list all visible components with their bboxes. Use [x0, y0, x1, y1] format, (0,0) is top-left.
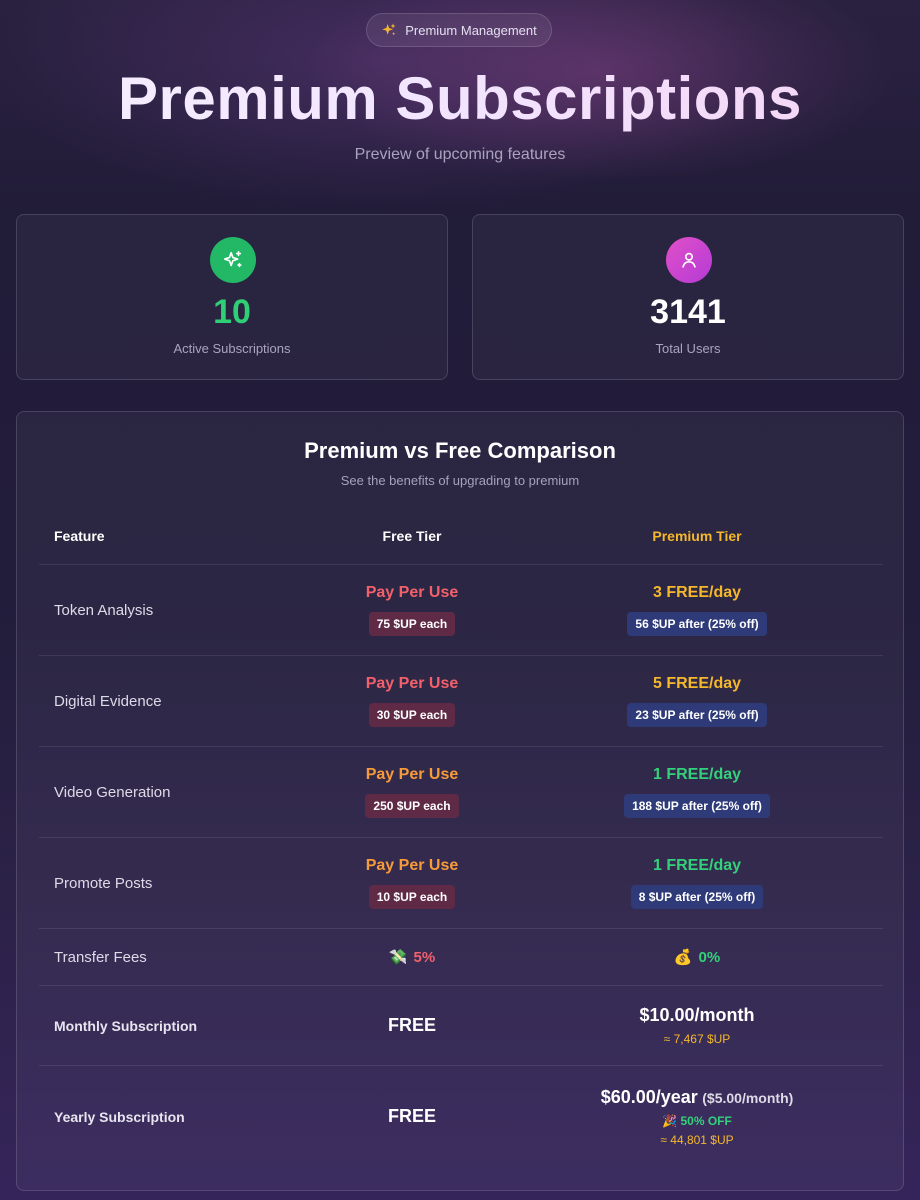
premium-tier-label: 3 FREE/day [652, 584, 742, 601]
free-tier-label: Pay Per Use [365, 766, 459, 783]
comparison-subtitle: See the benefits of upgrading to premium [340, 473, 580, 488]
table-row: Promote Posts Pay Per Use 10 $UP each 1 … [39, 838, 883, 929]
feature-name: Monthly Subscription [54, 1017, 198, 1034]
yearly-price-line: $60.00/year ($5.00/month) [601, 1087, 794, 1108]
premium-tier-price: 188 $UP after (25% off) [624, 794, 770, 818]
total-users-card: 3141 Total Users [472, 214, 904, 380]
page-title: Premium Subscriptions [0, 64, 920, 133]
free-tier-label: Pay Per Use [365, 584, 459, 601]
active-subscriptions-label: Active Subscriptions [173, 341, 291, 356]
comparison-table: Feature Free Tier Premium Tier Token Ana… [39, 508, 883, 1167]
table-row: Yearly Subscription FREE $60.00/year ($5… [39, 1066, 883, 1167]
premium-tier-label: 1 FREE/day [652, 766, 742, 783]
free-transfer-fee: 💸 5% [389, 948, 435, 966]
premium-management-badge: Premium Management [366, 13, 552, 47]
free-tier-label: Pay Per Use [365, 857, 459, 874]
yearly-per-month: ($5.00/month) [702, 1089, 794, 1106]
table-row: Video Generation Pay Per Use 250 $UP eac… [39, 747, 883, 838]
table-row: Monthly Subscription FREE $10.00/month ≈… [39, 986, 883, 1066]
feature-name: Digital Evidence [54, 692, 162, 710]
column-header-feature: Feature [54, 528, 105, 544]
free-tier-monthly: FREE [387, 1015, 436, 1035]
money-bag-icon: 💰 [673, 948, 693, 966]
party-popper-icon: 🎉 [662, 1113, 678, 1128]
column-header-premium: Premium Tier [652, 528, 742, 544]
total-users-label: Total Users [655, 341, 721, 356]
yearly-up-price: ≈ 44,801 $UP [660, 1132, 734, 1147]
feature-name: Yearly Subscription [54, 1108, 185, 1125]
free-tier-price: 10 $UP each [368, 885, 456, 909]
table-row: Digital Evidence Pay Per Use 30 $UP each… [39, 656, 883, 747]
comparison-title: Premium vs Free Comparison [304, 438, 616, 463]
premium-tier-label: 5 FREE/day [652, 675, 742, 692]
premium-tier-label: 1 FREE/day [652, 857, 742, 874]
active-subscriptions-card: 10 Active Subscriptions [16, 214, 448, 380]
premium-transfer-fee: 💰 0% [674, 948, 720, 966]
free-transfer-fee-value: 5% [413, 948, 436, 966]
premium-tier-price: 8 $UP after (25% off) [630, 885, 764, 909]
premium-tier-price: 56 $UP after (25% off) [627, 612, 767, 636]
user-icon [666, 237, 712, 283]
monthly-up-price: ≈ 7,467 $UP [663, 1032, 731, 1046]
total-users-value: 3141 [650, 293, 726, 331]
yearly-price: $60.00/year [600, 1086, 698, 1107]
badge-label: Premium Management [405, 22, 537, 38]
feature-name: Promote Posts [54, 874, 153, 892]
free-tier-yearly: FREE [387, 1106, 436, 1126]
comparison-panel: Premium vs Free Comparison See the benef… [16, 411, 904, 1191]
free-tier-price: 250 $UP each [365, 794, 459, 818]
premium-transfer-fee-value: 0% [698, 948, 721, 966]
active-subscriptions-value: 10 [213, 293, 251, 331]
feature-name: Transfer Fees [54, 948, 147, 966]
table-row: Token Analysis Pay Per Use 75 $UP each 3… [39, 565, 883, 656]
column-header-free: Free Tier [382, 528, 442, 544]
premium-tier-price: 23 $UP after (25% off) [627, 703, 767, 727]
free-tier-label: Pay Per Use [365, 675, 459, 692]
yearly-discount: 🎉 50% OFF [662, 1114, 732, 1128]
page-subtitle: Preview of upcoming features [354, 146, 566, 163]
sparkles-icon [382, 23, 396, 36]
table-row: Transfer Fees 💸 5% 💰 0% [39, 929, 883, 986]
feature-name: Token Analysis [54, 601, 154, 619]
money-with-wings-icon: 💸 [388, 948, 408, 966]
yearly-discount-value: 50% OFF [680, 1113, 732, 1128]
free-tier-price: 75 $UP each [368, 612, 456, 636]
sparkles-icon [210, 237, 256, 283]
feature-name: Video Generation [54, 783, 171, 801]
monthly-price: $10.00/month [639, 1005, 755, 1025]
table-header-row: Feature Free Tier Premium Tier [39, 508, 883, 565]
free-tier-price: 30 $UP each [368, 703, 456, 727]
